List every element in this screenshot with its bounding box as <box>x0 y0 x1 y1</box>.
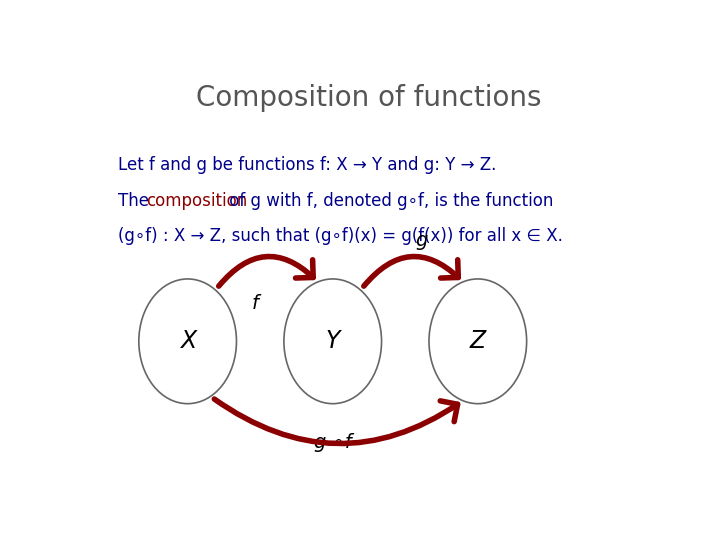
FancyArrowPatch shape <box>219 256 313 286</box>
Text: (g∘f) : X → Z, such that (g∘f)(x) = g(f(x)) for all x ∈ X.: (g∘f) : X → Z, such that (g∘f)(x) = g(f(… <box>118 227 563 245</box>
Text: f: f <box>251 294 258 313</box>
Text: g ∘f: g ∘f <box>314 433 351 452</box>
Text: The: The <box>118 192 154 210</box>
Text: X: X <box>179 329 196 353</box>
Text: Z: Z <box>469 329 486 353</box>
Text: g: g <box>416 231 428 250</box>
Text: Composition of functions: Composition of functions <box>197 84 541 112</box>
Text: composition: composition <box>146 192 247 210</box>
Text: of g with f, denoted g∘f, is the function: of g with f, denoted g∘f, is the functio… <box>225 192 554 210</box>
Text: Y: Y <box>325 329 340 353</box>
FancyArrowPatch shape <box>364 256 459 286</box>
FancyArrowPatch shape <box>215 399 458 443</box>
Text: Let f and g be functions f: X → Y and g: Y → Z.: Let f and g be functions f: X → Y and g:… <box>118 156 496 174</box>
